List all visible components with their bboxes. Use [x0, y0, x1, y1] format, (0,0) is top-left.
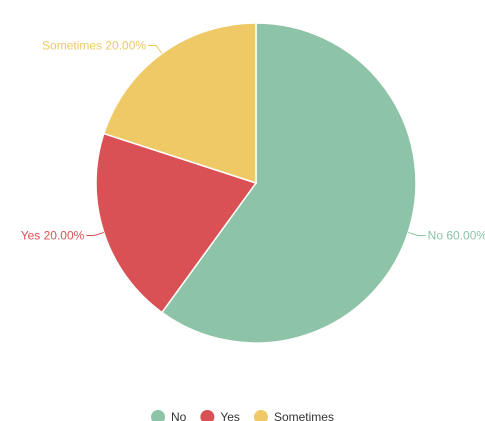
slice-label-yes: Yes 20.00%	[21, 229, 85, 243]
legend-label-no: No	[171, 410, 187, 421]
leader-line-sometimes	[148, 44, 163, 54]
legend: No Yes Sometimes	[151, 410, 334, 421]
legend-label-yes: Yes	[220, 410, 240, 421]
slice-labels: No 60.00% Yes 20.00% Sometimes 20.00%	[21, 38, 485, 242]
legend-swatch-yes	[200, 410, 215, 421]
pie-slice-sometimes[interactable]	[102, 22, 257, 185]
legend-item-no[interactable]: No	[151, 410, 187, 421]
legend-item-yes[interactable]: Yes	[200, 410, 240, 421]
legend-label-sometimes: Sometimes	[274, 410, 334, 421]
pie-slices	[95, 22, 417, 344]
legend-swatch-no	[151, 410, 166, 421]
leader-line-yes	[86, 231, 104, 237]
slice-label-no: No 60.00%	[428, 229, 485, 243]
slice-label-sometimes: Sometimes 20.00%	[42, 38, 146, 52]
pie-slice-no[interactable]	[160, 22, 417, 344]
label-leader-lines	[86, 44, 426, 237]
legend-swatch-sometimes	[253, 410, 268, 421]
leader-line-no	[408, 231, 426, 237]
legend-item-sometimes[interactable]: Sometimes	[253, 410, 334, 421]
